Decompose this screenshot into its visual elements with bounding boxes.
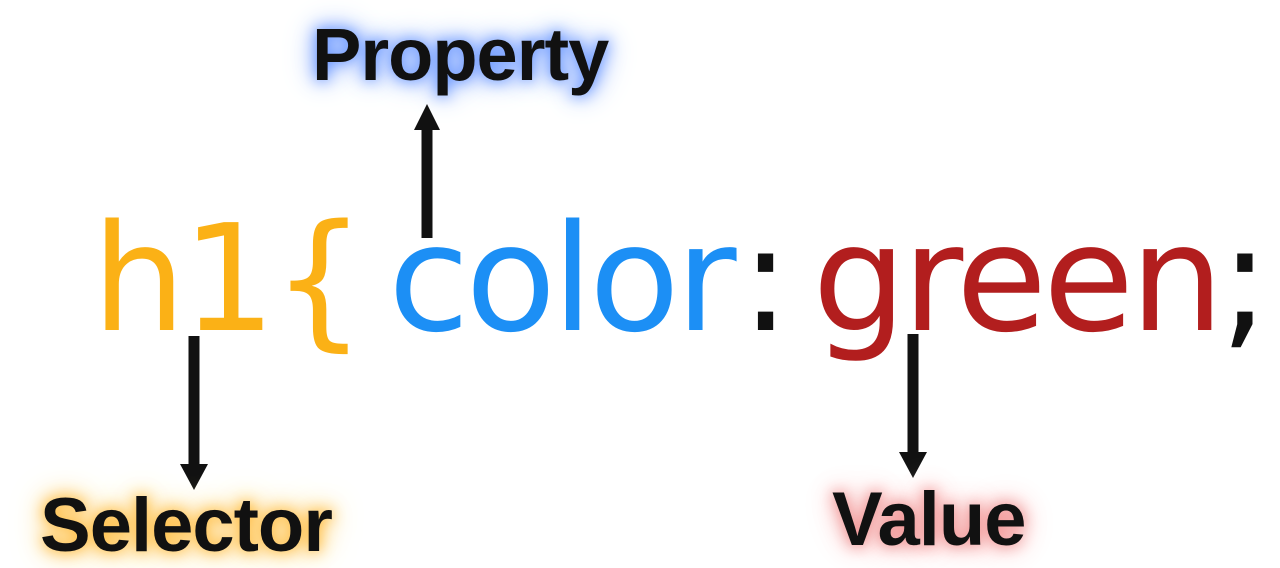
property-token: color bbox=[388, 193, 736, 365]
open-brace-token: { bbox=[271, 193, 366, 365]
selector-token: h1 bbox=[92, 193, 276, 365]
colon-token: : bbox=[740, 193, 791, 365]
css-rule: h1{color:green;} bbox=[92, 205, 1280, 353]
selector-arrow bbox=[180, 336, 208, 490]
property-label: Property bbox=[312, 13, 609, 96]
value-arrow bbox=[899, 334, 927, 478]
semicolon-token: ; bbox=[1219, 193, 1270, 365]
selector-label: Selector bbox=[40, 483, 333, 568]
value-token: green bbox=[812, 193, 1223, 365]
property-arrow bbox=[414, 104, 440, 238]
value-label: Value bbox=[832, 477, 1027, 562]
